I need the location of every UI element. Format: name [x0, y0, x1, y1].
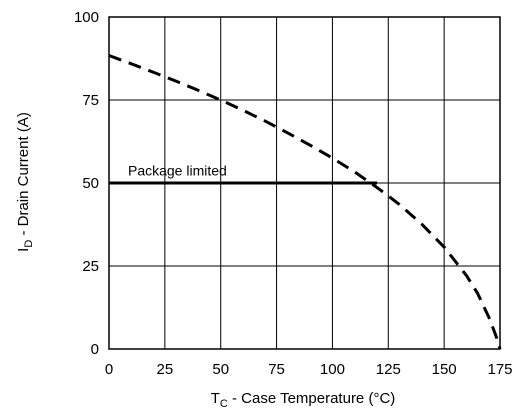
annotation-label: Package limited: [128, 162, 227, 178]
x-tick-label: 150: [432, 361, 457, 378]
y-tick-label: 100: [74, 9, 99, 26]
series-layer: [108, 54, 502, 350]
x-axis-title: TC - Case Temperature (°C): [211, 390, 396, 410]
y-axis-title-main: I: [15, 248, 32, 252]
x-axis-title-rest: - Case Temperature (°C): [228, 390, 395, 407]
y-tick-label: 25: [82, 258, 99, 275]
x-tick-label: 125: [376, 361, 401, 378]
annotations: Package limited: [128, 162, 227, 178]
y-tick-label: 75: [82, 92, 99, 109]
y-tick-label: 0: [91, 341, 99, 358]
y-axis-title-sub: D: [23, 240, 35, 248]
x-tick-label: 175: [487, 361, 512, 378]
x-axis-title-sub: C: [220, 398, 228, 410]
x-axis-title-main: T: [211, 390, 220, 407]
y-tick-label: 50: [82, 175, 99, 192]
x-tick-label: 100: [320, 361, 345, 378]
x-tick-label: 75: [268, 361, 285, 378]
y-axis-title-rest: - Drain Current (A): [15, 112, 32, 240]
x-tick-label: 0: [105, 361, 113, 378]
y-axis-title: ID - Drain Current (A): [15, 112, 35, 252]
x-tick-label: 50: [212, 361, 229, 378]
x-tick-label: 25: [157, 361, 174, 378]
plot-frame: [108, 16, 501, 350]
tick-labels: 0 25 50 75 100 125 150 175 0 25 50 75 100: [74, 9, 513, 378]
grid: [109, 17, 500, 349]
dashed-curve: [108, 54, 502, 350]
